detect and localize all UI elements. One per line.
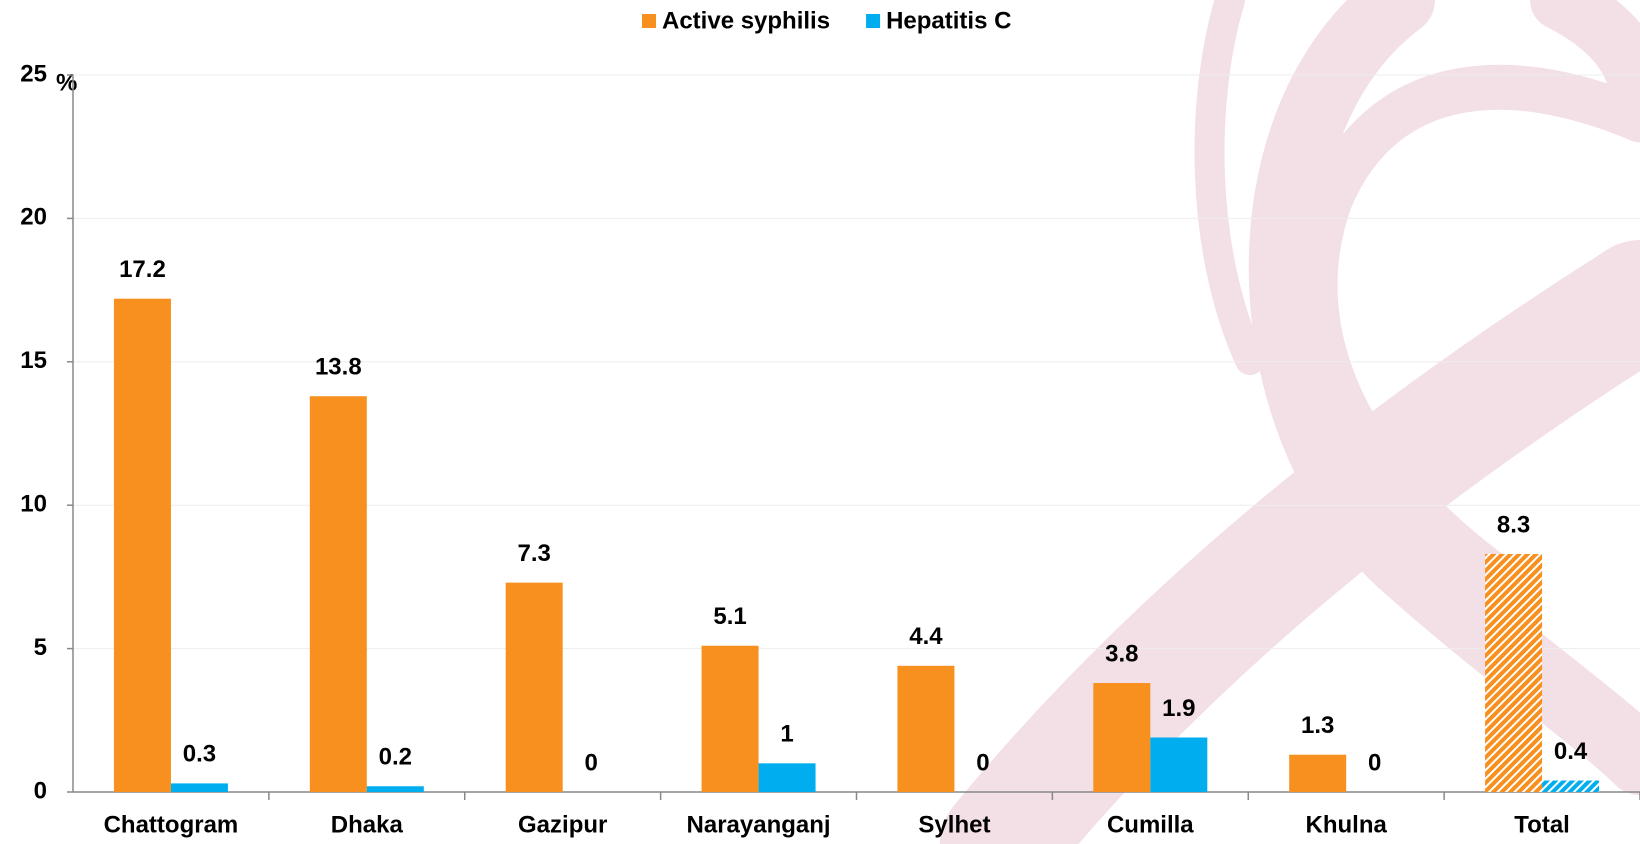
x-tick-label: Dhaka bbox=[331, 811, 404, 838]
bar bbox=[701, 645, 759, 792]
data-label: 5.1 bbox=[713, 603, 746, 630]
bar bbox=[1542, 780, 1600, 792]
data-label: 0.2 bbox=[379, 744, 412, 771]
bar bbox=[366, 786, 424, 792]
x-tick-label: Chattogram bbox=[104, 811, 239, 838]
data-label: 1 bbox=[780, 721, 793, 748]
data-label: 4.4 bbox=[909, 623, 943, 650]
bar bbox=[170, 783, 228, 792]
x-tick-label: Total bbox=[1514, 811, 1570, 838]
bar bbox=[505, 582, 563, 792]
bar bbox=[1289, 754, 1347, 792]
y-tick-label: 0 bbox=[34, 777, 47, 804]
data-label: 1.9 bbox=[1162, 695, 1195, 722]
bar bbox=[1150, 737, 1208, 792]
data-label: 8.3 bbox=[1497, 511, 1530, 538]
x-tick-label: Sylhet bbox=[918, 811, 990, 838]
bar bbox=[113, 298, 171, 792]
y-tick-label: 10 bbox=[20, 491, 47, 518]
legend-swatch bbox=[642, 14, 656, 28]
bar bbox=[758, 763, 816, 792]
data-label: 0.4 bbox=[1554, 738, 1588, 765]
legend-label: Active syphilis bbox=[662, 7, 830, 34]
x-tick-label: Gazipur bbox=[518, 811, 607, 838]
x-tick-label: Narayanganj bbox=[687, 811, 831, 838]
bar bbox=[1093, 683, 1151, 792]
data-label: 17.2 bbox=[119, 256, 166, 283]
data-label: 0 bbox=[585, 749, 598, 776]
data-label: 0 bbox=[976, 749, 989, 776]
y-unit: % bbox=[56, 69, 77, 96]
y-tick-label: 15 bbox=[20, 347, 47, 374]
y-tick-label: 5 bbox=[34, 634, 47, 661]
x-tick-label: Cumilla bbox=[1107, 811, 1194, 838]
data-label: 3.8 bbox=[1105, 640, 1138, 667]
y-tick-label: 25 bbox=[20, 60, 47, 87]
bar bbox=[309, 396, 367, 792]
data-label: 7.3 bbox=[518, 540, 551, 567]
bar bbox=[1485, 553, 1543, 792]
y-tick-label: 20 bbox=[20, 204, 47, 231]
legend-label: Hepatitis C bbox=[886, 7, 1011, 34]
ribbon-decoration bbox=[940, 0, 1640, 844]
data-label: 13.8 bbox=[315, 354, 362, 381]
legend-swatch bbox=[866, 14, 881, 28]
x-tick-label: Khulna bbox=[1306, 811, 1388, 838]
data-label: 0 bbox=[1368, 749, 1381, 776]
data-label: 1.3 bbox=[1301, 712, 1334, 739]
data-label: 0.3 bbox=[183, 741, 216, 768]
bar bbox=[897, 665, 955, 792]
